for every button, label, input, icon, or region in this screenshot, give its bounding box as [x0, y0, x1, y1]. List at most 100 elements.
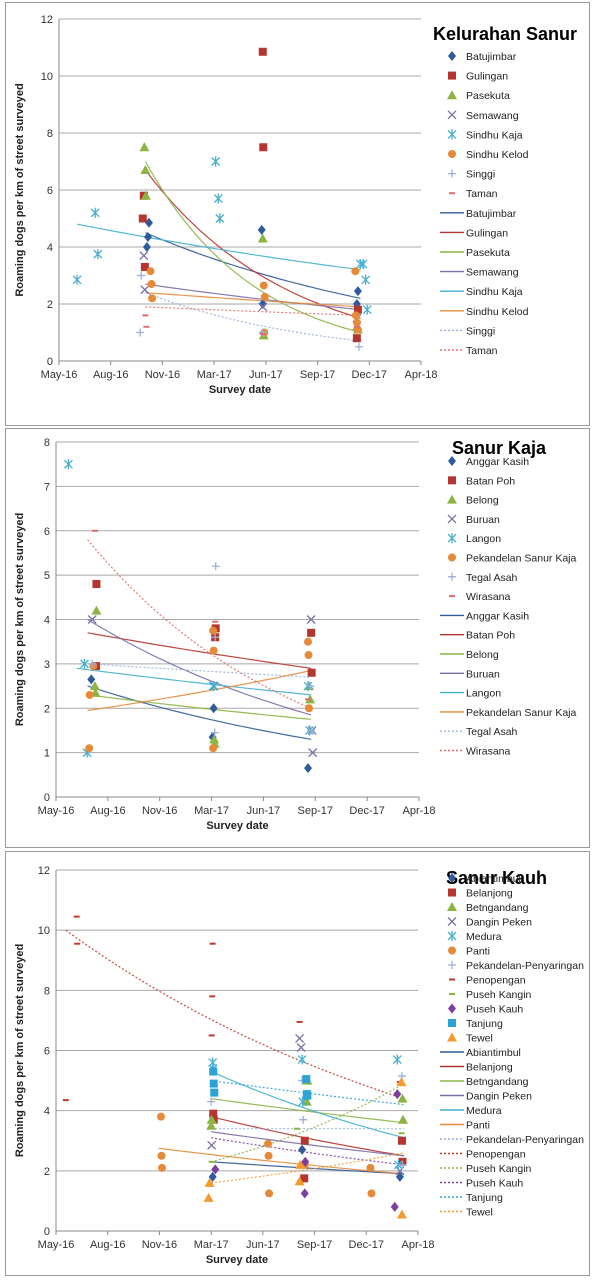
point-betngandang [397, 1093, 408, 1103]
series-puseh-kauh [211, 1089, 402, 1212]
point-gulingan [353, 305, 362, 314]
series-pekandelan-penyaringan [207, 1072, 407, 1169]
point-pasekuta [257, 233, 268, 243]
trendline-belong [87, 694, 312, 720]
point-panti [367, 1189, 376, 1198]
point-gulingan [259, 143, 268, 152]
series-medura [208, 1054, 403, 1170]
legend-label: Gulingan [466, 227, 508, 239]
legend-label: Penopengan [466, 975, 526, 987]
y-tick-label: 0 [47, 356, 53, 368]
trendline-tegal-asah [87, 663, 312, 678]
point-panti [265, 1189, 274, 1198]
legend-marker [448, 553, 456, 562]
legend-label: Tanjung [466, 1192, 503, 1204]
point-tegal-asah [307, 726, 316, 735]
chart-title: Sanur Kauh [446, 868, 547, 888]
legend-item-wirasana-trend: Wirasana [440, 746, 511, 758]
y-tick-label: 12 [41, 14, 53, 26]
legend-item-batan-poh: Batan Poh [448, 475, 515, 487]
point-semawang [140, 285, 150, 295]
y-axis-title: Roaming dogs per km of street surveyed [14, 513, 26, 726]
legend-marker [447, 514, 457, 524]
legend-label: Puseh Kauh [466, 1178, 523, 1190]
point-tewel [396, 1209, 407, 1219]
point-pekandelan-sanur-kaja [209, 744, 218, 753]
legend-item-singgi: Singgi [448, 169, 495, 181]
legend-marker [448, 456, 456, 466]
point-batujimbar [142, 242, 151, 252]
grid-lines [56, 441, 419, 798]
point-sindhu-kaja [358, 259, 368, 270]
legend-item-semawang: Semawang [447, 110, 519, 122]
legend-label: Taman [466, 345, 498, 357]
point-langon [80, 658, 89, 669]
legend-item-buruan: Buruan [447, 514, 500, 526]
point-medura [392, 1054, 402, 1065]
legend-label: Abiantimbul [466, 873, 521, 885]
series-penopengan [62, 915, 403, 1102]
legend-marker [448, 150, 456, 158]
trendline-taman [145, 306, 361, 316]
point-batujimbar [257, 224, 266, 235]
trendline-pasekuta [144, 161, 361, 334]
point-pasekuta [139, 142, 150, 152]
point-sindhu-kaja [213, 193, 223, 204]
legend-item-panti-trend: Panti [440, 1120, 490, 1132]
point-sindhu-kelod [147, 280, 156, 289]
point-langon [209, 681, 219, 692]
legend-label: Pekandelan Sanur Kaja [466, 553, 576, 565]
legend-label: Batan Poh [466, 475, 515, 487]
point-anggar-kasih [304, 763, 313, 774]
trendline-sindhu-kaja [76, 223, 361, 271]
legend-label: Betngandang [466, 902, 529, 914]
legend-label: Buruan [466, 514, 500, 526]
trendline-singgi [145, 292, 361, 342]
series-sindhu-kelod [146, 267, 362, 337]
legend-marker [448, 1003, 456, 1014]
point-betngandang [206, 1120, 217, 1130]
point-anggar-kasih [87, 674, 96, 685]
point-sindhu-kaja [72, 274, 82, 285]
point-sindhu-kelod [260, 292, 269, 301]
trendline-anggar-kasih [87, 685, 312, 740]
series-wirasana [91, 529, 312, 701]
legend-item-pekandelan-sanur-kaja: Pekandelan Sanur Kaja [448, 553, 576, 565]
legend-marker [448, 169, 456, 178]
point-belanjong [209, 1109, 218, 1118]
legend-item-sindhu-kaja-trend: Sindhu Kaja [440, 286, 523, 298]
x-tick-label: Dec-17 [349, 1239, 384, 1251]
y-tick-label: 8 [44, 985, 50, 997]
series-anggar-kasih [87, 674, 313, 774]
legend-label: Dangin Peken [466, 917, 532, 929]
x-tick-label: Apr-18 [404, 369, 437, 381]
legend-item-puseh-kauh-trend: Puseh Kauh [440, 1178, 523, 1190]
data-points [62, 915, 409, 1219]
legend-label: Taman [466, 188, 498, 200]
legend-item-gulingan: Gulingan [448, 71, 508, 83]
point-tanjung [210, 1088, 219, 1097]
point-batujimbar [353, 286, 362, 297]
x-tick-label: Dec-17 [349, 805, 384, 817]
legend-label: Pasekuta [466, 247, 510, 259]
series-tewel [203, 1077, 407, 1219]
legend-label: Sindhu Kaja [466, 286, 523, 298]
legend-marker [447, 931, 457, 941]
x-axis-title: Survey date [206, 1254, 268, 1266]
legend-label: Singgi [466, 169, 495, 181]
chart-panel-kelurahan-sanur: 0 2 4 6 8 10 12 May-16 Aug-16 Nov-16 Mar-17 Jun-17 S… [5, 2, 590, 426]
legend-label: Batan Poh [466, 630, 515, 642]
legend-item-tanjung: Tanjung [448, 1018, 503, 1030]
point-panti [157, 1151, 166, 1160]
point-pekandelan-penyaringan [207, 1097, 216, 1106]
y-tick-label: 7 [44, 481, 50, 493]
legend-label: Tewel [466, 1033, 493, 1045]
y-tick-label: 0 [44, 792, 50, 804]
point-gulingan [140, 262, 149, 271]
point-buruan [87, 615, 97, 624]
trendline-buruan [87, 618, 312, 716]
point-langon [63, 459, 73, 470]
legend-item-penopengan: Penopengan [449, 975, 526, 987]
legend-marker [448, 51, 456, 61]
point-sindhu-kelod [148, 294, 157, 303]
